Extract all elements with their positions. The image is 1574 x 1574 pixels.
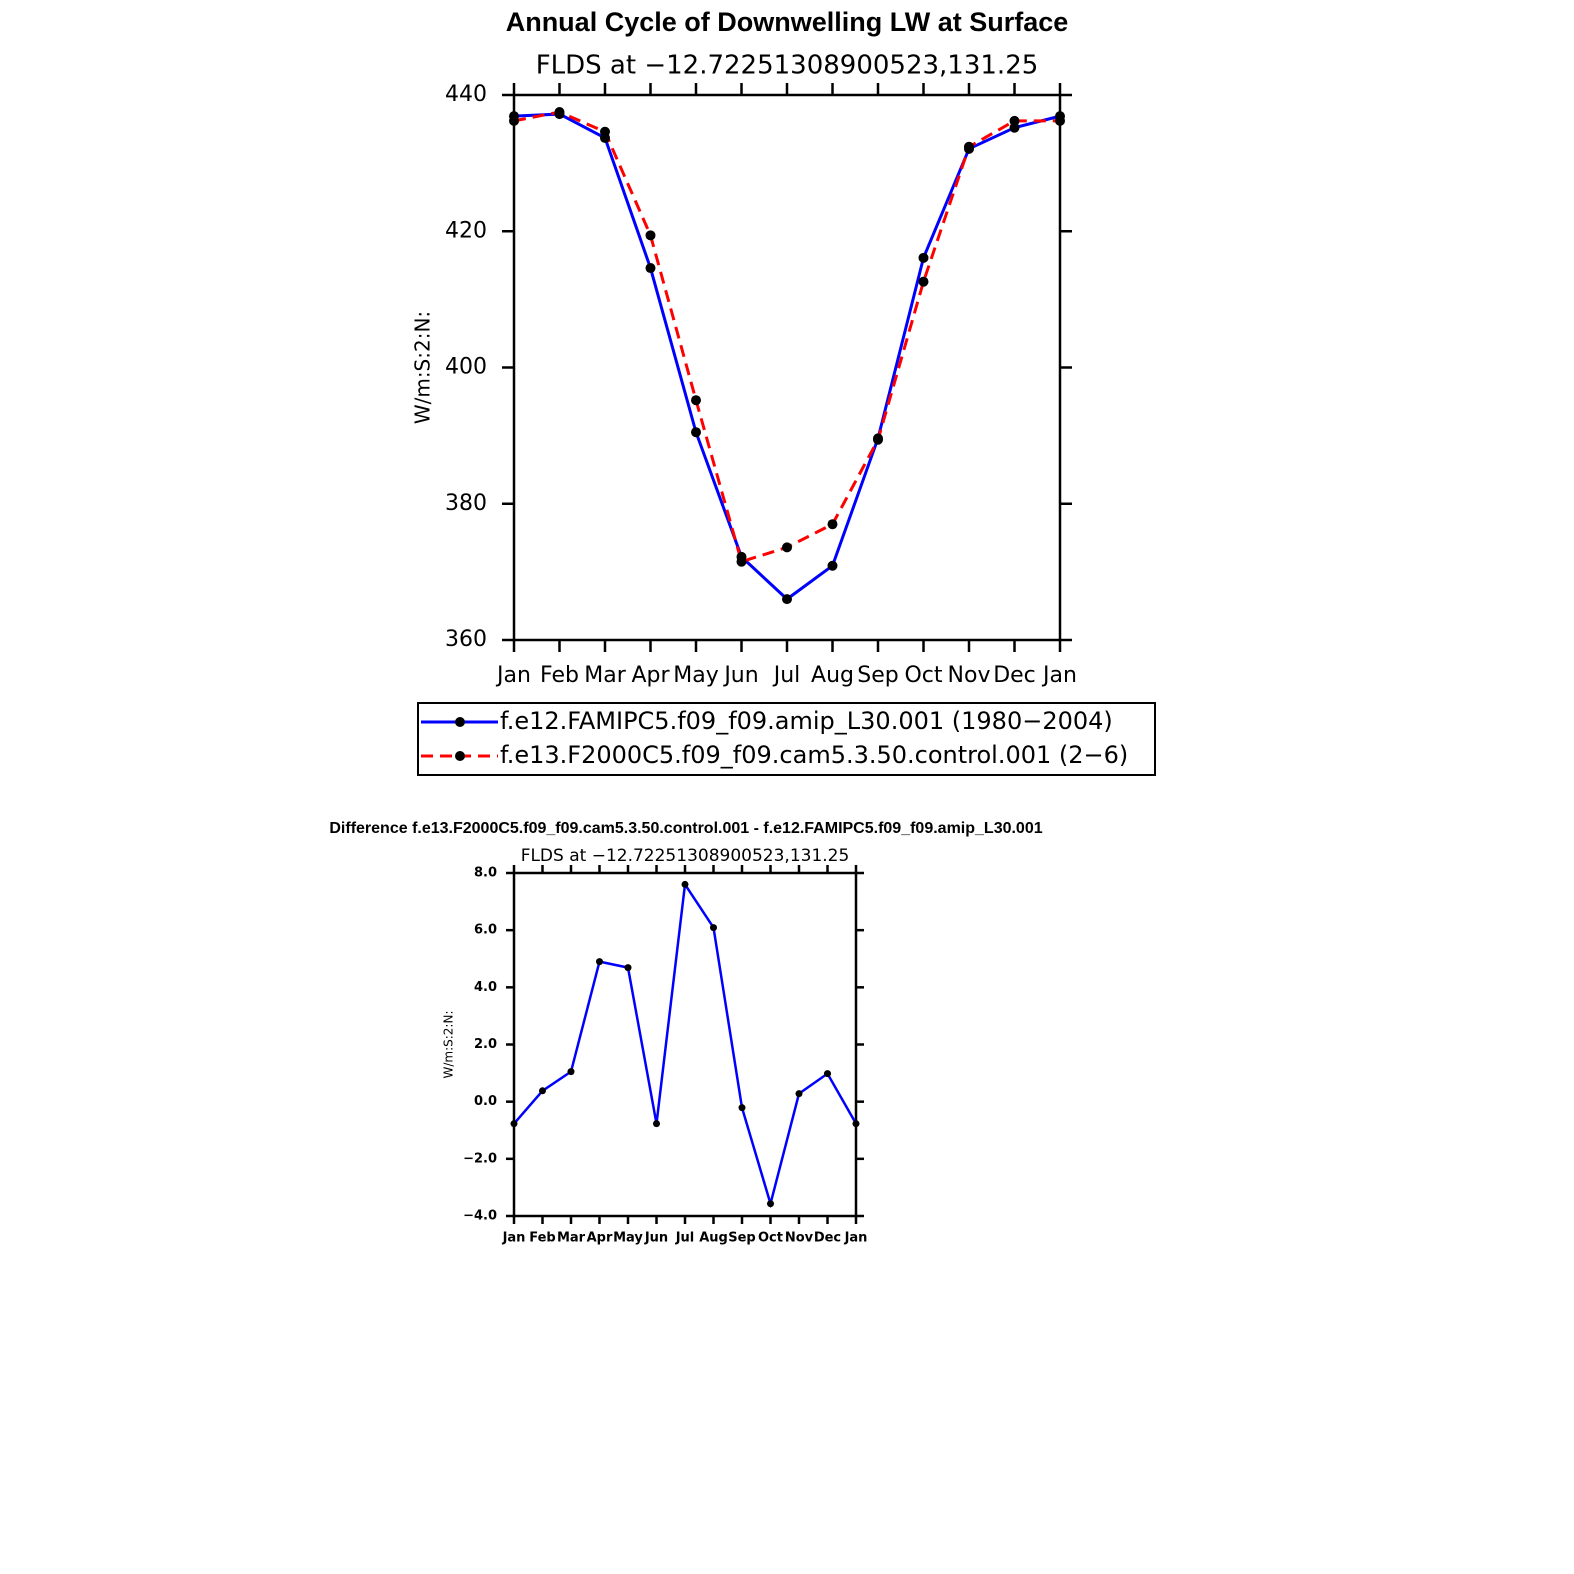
x-tick-label: Jan (1041, 663, 1077, 688)
x-tick-label: Aug (699, 1231, 728, 1246)
chart-subtitle: FLDS at −12.72251308900523,131.25 (521, 846, 850, 866)
y-tick-label: 4.0 (474, 980, 497, 995)
y-tick-label: 6.0 (474, 923, 497, 938)
x-tick-label: Jan (495, 663, 531, 688)
x-tick-label: Mar (557, 1231, 586, 1246)
data-point (624, 964, 632, 972)
data-point (736, 556, 747, 567)
x-tick-label: Nov (785, 1231, 814, 1246)
x-tick-label: Aug (811, 663, 854, 688)
y-axis-label: W/m:S:2:N: (442, 1011, 456, 1079)
y-axis-label: W/m:S:2:N: (411, 311, 435, 424)
data-point (964, 141, 974, 152)
x-tick-label: Mar (584, 663, 626, 688)
x-tick-label: May (673, 663, 718, 688)
data-point (852, 1120, 860, 1128)
x-tick-label: Apr (587, 1231, 613, 1246)
data-point (918, 252, 929, 263)
data-point (710, 924, 717, 932)
data-point (653, 1120, 660, 1128)
x-tick-label: Sep (857, 663, 898, 688)
data-point (824, 1070, 831, 1078)
series-line (513, 112, 1061, 602)
series-line (513, 880, 858, 1209)
data-point (509, 115, 519, 126)
data-point (645, 263, 656, 274)
legend-box (417, 702, 1156, 776)
data-point (738, 1104, 746, 1112)
data-point (645, 230, 656, 241)
x-tick-label: Jul (772, 663, 801, 688)
data-point (600, 126, 610, 137)
x-tick-label: Dec (993, 663, 1036, 688)
legend-label: f.e12.FAMIPC5.f09_f09.amip_L30.001 (1980… (500, 707, 1113, 735)
data-point (782, 594, 792, 605)
legend-label: f.e13.F2000C5.f09_f09.cam5.3.50.control.… (500, 741, 1128, 769)
y-tick-label: 2.0 (474, 1037, 497, 1052)
data-point (827, 560, 838, 571)
x-tick-label: Oct (758, 1231, 783, 1246)
plot-frame (512, 871, 858, 1218)
y-tick-label: 420 (445, 218, 487, 243)
x-tick-label: Jan (502, 1231, 526, 1246)
data-point (554, 107, 565, 118)
x-tick-label: Apr (631, 663, 670, 688)
x-tick-label: Feb (540, 663, 579, 688)
x-tick-label: Nov (948, 663, 991, 688)
x-tick-label: Jan (844, 1231, 868, 1246)
data-point (873, 434, 883, 445)
data-point (767, 1200, 774, 1208)
data-point (918, 276, 929, 287)
y-tick-label: 400 (445, 355, 487, 380)
data-point (681, 880, 689, 888)
y-tick-label: 440 (445, 82, 487, 107)
legend-marker (455, 751, 465, 761)
y-tick-label: 360 (445, 627, 487, 652)
x-tick-label: Jul (675, 1231, 695, 1246)
chart-subtitle: FLDS at −12.72251308900523,131.25 (536, 51, 1039, 81)
chart-title: Annual Cycle of Downwelling LW at Surfac… (506, 7, 1069, 37)
x-tick-label: Jun (722, 663, 758, 688)
x-tick-label: Jun (644, 1231, 668, 1246)
legend-marker (455, 717, 465, 727)
y-tick-label: −2.0 (463, 1151, 497, 1166)
x-tick-label: Sep (728, 1231, 756, 1246)
series-line (513, 110, 1060, 564)
x-tick-label: Oct (904, 663, 942, 688)
data-point (596, 958, 603, 966)
x-tick-label: May (613, 1231, 643, 1246)
data-point (1055, 115, 1065, 126)
data-point (782, 542, 792, 553)
data-point (567, 1068, 575, 1076)
chart-title: Difference f.e13.F2000C5.f09_f09.cam5.3.… (329, 820, 1042, 837)
y-tick-label: 8.0 (474, 866, 497, 881)
plot-frame (512, 93, 1062, 642)
x-tick-label: Feb (529, 1231, 555, 1246)
data-point (827, 519, 838, 530)
data-point (691, 395, 701, 406)
y-tick-label: −4.0 (463, 1209, 497, 1224)
y-tick-label: 0.0 (474, 1094, 497, 1109)
data-point (795, 1090, 803, 1098)
x-tick-label: Dec (814, 1231, 841, 1246)
data-point (1009, 115, 1020, 126)
data-point (539, 1087, 546, 1095)
data-point (691, 427, 701, 438)
data-point (510, 1120, 518, 1128)
y-tick-label: 380 (445, 491, 487, 516)
